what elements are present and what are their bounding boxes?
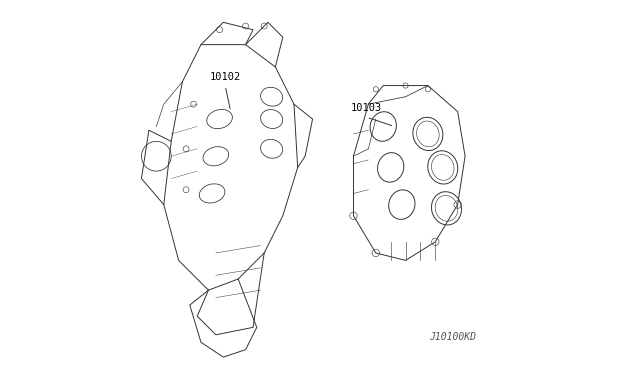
Text: 10103: 10103 <box>351 103 382 113</box>
Text: 10102: 10102 <box>209 72 241 82</box>
Text: J10100KD: J10100KD <box>429 332 476 342</box>
